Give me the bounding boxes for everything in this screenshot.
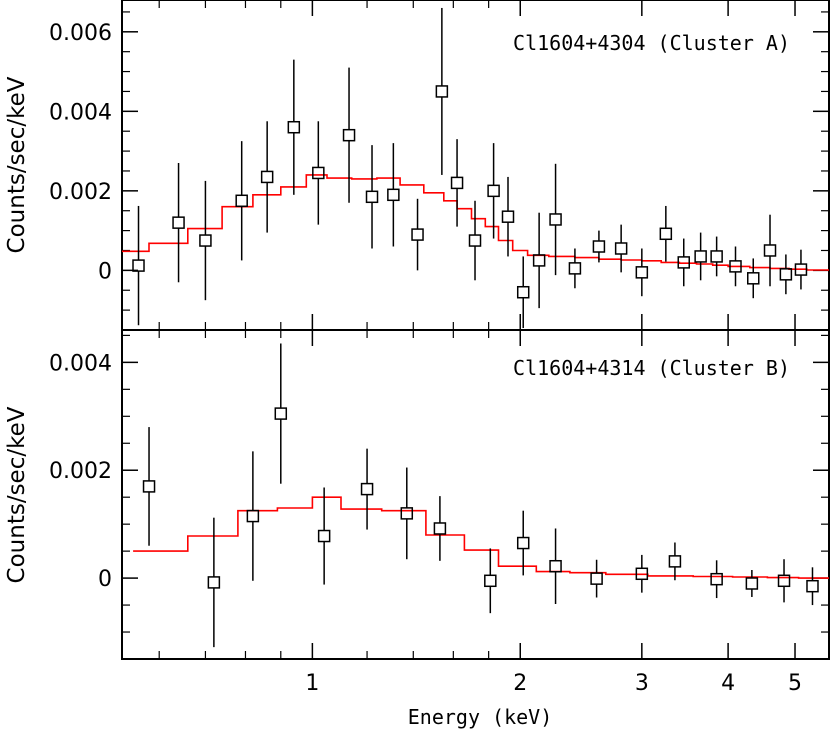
data-point-marker xyxy=(549,559,562,573)
model-step-line xyxy=(122,174,829,271)
data-point-marker xyxy=(312,166,325,180)
data-point-marker xyxy=(317,529,331,543)
data-point-marker xyxy=(590,572,603,585)
data-point-marker xyxy=(659,227,673,241)
data-point-marker xyxy=(516,536,530,550)
data-point-marker xyxy=(411,228,424,241)
data-point-marker xyxy=(142,480,156,493)
panel-cluster-b: 0 0.002 0.004 Cl1604+4314 (Cluster B) Coun… xyxy=(4,329,830,660)
data-point-marker xyxy=(592,240,606,253)
panel-a-data-points xyxy=(132,7,808,329)
data-point-marker xyxy=(207,576,221,589)
data-point-marker xyxy=(360,482,374,496)
data-point-marker xyxy=(794,263,808,276)
data-point-marker xyxy=(806,579,819,593)
data-point-marker xyxy=(747,272,760,285)
data-point-marker xyxy=(365,190,379,204)
data-point-marker xyxy=(694,250,707,263)
data-point-marker xyxy=(450,176,464,190)
data-point-marker xyxy=(516,285,530,299)
panel-b-model-curve xyxy=(133,496,829,579)
y-tick-label: 0.004 xyxy=(49,100,112,125)
panel-a-model-curve xyxy=(122,174,829,271)
x-tick-labels: 1 2 3 4 5 xyxy=(305,671,802,696)
y-tick-label: 0 xyxy=(98,259,112,284)
data-point-marker xyxy=(433,522,447,535)
data-point-marker xyxy=(435,85,449,98)
data-point-marker xyxy=(779,268,793,281)
data-point-marker xyxy=(199,234,212,247)
panel-a-ylabel: Counts/sec/keV xyxy=(4,76,30,253)
y-tick-label: 0.002 xyxy=(49,180,112,205)
panel-cluster-a: 0 0.002 0.004 0.006 Cl1604+4304 (Cluster A)… xyxy=(4,0,830,331)
data-point-marker xyxy=(235,194,248,208)
panel-b-frame xyxy=(121,329,830,660)
x-axis-label: Energy (keV) xyxy=(408,705,553,729)
data-point-marker xyxy=(668,555,682,568)
data-point-marker xyxy=(487,184,500,198)
panel-b-data-points xyxy=(142,343,819,648)
y-tick-label: 0.004 xyxy=(49,351,112,376)
panel-a-title: Cl1604+4304 (Cluster A) xyxy=(513,31,790,55)
x-tick-label-2: 2 xyxy=(513,671,527,696)
data-point-marker xyxy=(729,260,742,273)
data-point-marker xyxy=(710,572,723,586)
x-tick-label-4: 4 xyxy=(721,671,735,696)
data-point-marker xyxy=(287,120,301,134)
data-point-marker xyxy=(763,244,777,257)
data-point-marker xyxy=(468,234,482,247)
data-point-marker xyxy=(501,210,515,223)
data-point-marker xyxy=(777,574,791,588)
y-tick-label: 0.006 xyxy=(49,21,112,46)
data-point-marker xyxy=(549,213,562,226)
data-point-marker xyxy=(172,216,185,229)
data-point-marker xyxy=(342,128,356,142)
y-tick-label: 0 xyxy=(98,567,112,592)
data-point-marker xyxy=(635,266,649,279)
y-tick-label: 0.002 xyxy=(49,459,112,484)
x-tick-label-3: 3 xyxy=(635,671,649,696)
panel-b-title: Cl1604+4314 (Cluster B) xyxy=(513,356,790,380)
data-point-marker xyxy=(387,188,400,202)
data-point-marker xyxy=(614,242,628,255)
data-point-marker xyxy=(484,574,497,588)
panel-a-ticks xyxy=(122,0,829,331)
panel-a-y-tick-labels: 0 0.002 0.004 0.006 xyxy=(49,21,112,285)
data-point-marker xyxy=(745,577,759,590)
data-point-marker xyxy=(400,507,414,520)
data-point-marker xyxy=(710,250,723,263)
panel-b-y-tick-labels: 0 0.002 0.004 xyxy=(49,351,112,592)
data-point-marker xyxy=(568,262,582,275)
data-point-marker xyxy=(532,254,546,267)
data-point-marker xyxy=(677,256,690,269)
x-tick-label-5: 5 xyxy=(788,671,802,696)
data-point-marker xyxy=(260,170,274,184)
model-step-line xyxy=(133,496,829,579)
data-point-marker xyxy=(132,259,145,272)
data-point-marker xyxy=(635,567,649,581)
panel-b-ylabel: Counts/sec/keV xyxy=(4,406,30,583)
data-point-marker xyxy=(274,407,288,420)
panel-b-ticks xyxy=(122,330,829,660)
data-point-marker xyxy=(246,509,260,523)
x-tick-label-1: 1 xyxy=(305,671,319,696)
